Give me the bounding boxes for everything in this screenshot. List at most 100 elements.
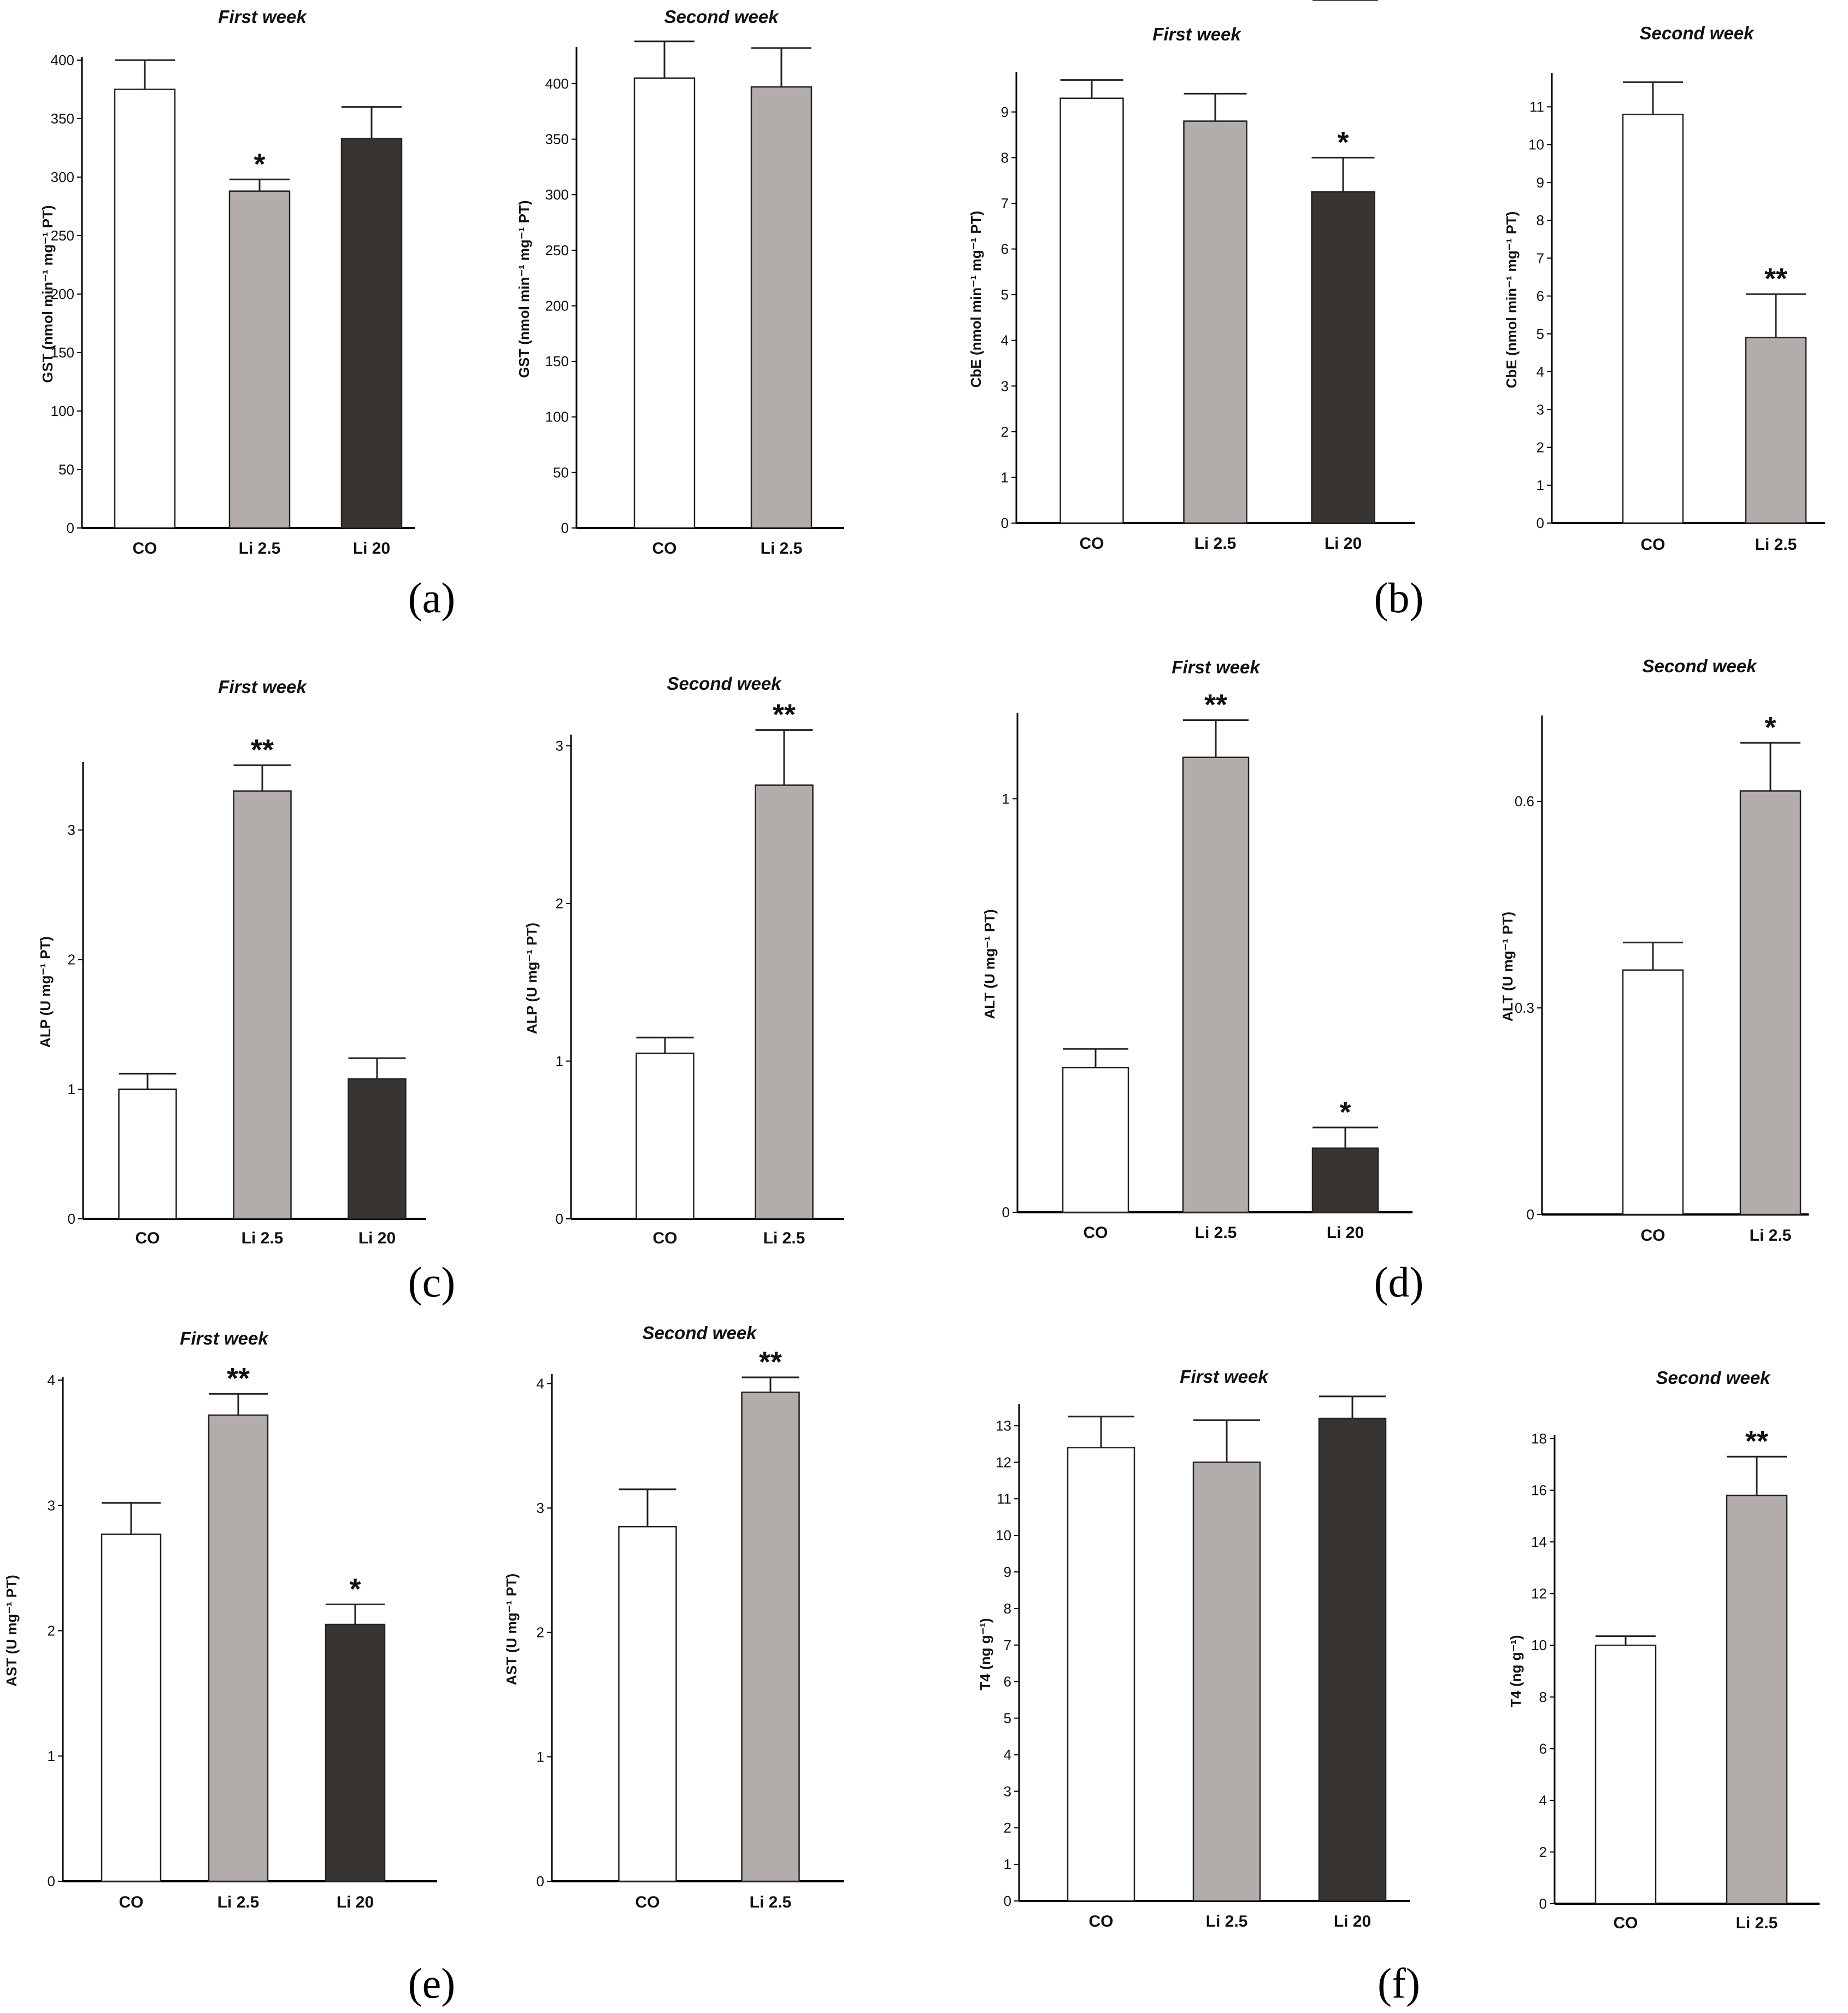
chart-title: First week	[218, 677, 307, 697]
y-tick-label: 2	[68, 952, 75, 968]
y-axis-label: GST (nmol min⁻¹ mg⁻¹ PT)	[516, 201, 532, 378]
y-axis-label: T4 (ng g⁻¹)	[1508, 1635, 1524, 1707]
category-label: Li 2.5	[242, 1229, 284, 1247]
y-tick-label: 0	[68, 1211, 75, 1227]
y-tick-label: 4	[537, 1375, 544, 1392]
y-tick-label: 4	[1004, 1746, 1011, 1763]
y-tick-label: 100	[545, 409, 569, 425]
bar-li-2-5	[750, 86, 813, 529]
y-tick-label: 11	[997, 1490, 1011, 1507]
category-label: CO	[1080, 535, 1104, 553]
y-tick-label: 1	[537, 1748, 544, 1765]
y-tick-label: 18	[1531, 1430, 1547, 1447]
category-label: CO	[652, 539, 677, 557]
bar-li-2-5	[208, 1414, 269, 1882]
y-tick-label: 0.3	[1515, 1000, 1534, 1016]
y-tick-label: 9	[1004, 1564, 1011, 1580]
category-label: Li 20	[1327, 1224, 1364, 1242]
bar-li-20	[1318, 1417, 1387, 1902]
y-tick-label: 250	[545, 242, 569, 259]
y-axis-label: GST (nmol min⁻¹ mg⁻¹ PT)	[39, 206, 56, 383]
chart-title: First week	[180, 1328, 269, 1348]
category-label: Li 2.5	[217, 1893, 260, 1911]
bar-li-2-5	[741, 1392, 800, 1882]
panel-label: (a)	[408, 574, 456, 621]
y-tick-label: 300	[51, 169, 74, 185]
y-tick-label: 1	[556, 1053, 563, 1069]
category-label: Li 2.5	[750, 1893, 792, 1911]
bar-li-2-5	[1739, 790, 1802, 1216]
bar-li-20	[1311, 1147, 1379, 1213]
y-tick-label: 8	[1004, 1600, 1011, 1617]
y-tick-label: 4	[1539, 1792, 1547, 1809]
y-tick-label: 4	[48, 1372, 55, 1388]
bar-co	[1062, 1066, 1129, 1213]
y-tick-label: 0	[1002, 1204, 1010, 1220]
y-axis-label: CbE (nmol min⁻¹ mg⁻¹ PT)	[1503, 212, 1520, 389]
y-tick-label: 1	[1001, 469, 1009, 485]
bar-li-2-5	[1192, 1462, 1261, 1902]
y-axis-label: AST (U mg⁻¹ PT)	[503, 1574, 520, 1685]
y-axis-label: CbE (nmol min⁻¹ mg⁻¹ PT)	[968, 211, 984, 388]
y-axis-label: T4 (ng g⁻¹)	[977, 1618, 993, 1690]
y-tick-label: 11	[1529, 98, 1544, 115]
y-tick-label: 1	[1537, 477, 1544, 494]
bar-co	[118, 1088, 177, 1220]
bar-li-2-5	[1726, 1494, 1788, 1905]
y-tick-label: 0	[1527, 1206, 1534, 1223]
y-tick-label: 350	[51, 110, 74, 127]
y-tick-label: 0	[48, 1873, 55, 1889]
category-label: CO	[1084, 1224, 1108, 1242]
y-tick-label: 200	[545, 297, 569, 314]
y-tick-label: 350	[545, 131, 569, 148]
y-tick-label: 7	[1004, 1637, 1011, 1653]
y-axis-label: ALT (U mg⁻¹ PT)	[1499, 912, 1516, 1022]
y-tick-label: 3	[1004, 1783, 1011, 1799]
significance-marker: *	[349, 1572, 361, 1605]
y-tick-label: 2	[1539, 1844, 1547, 1860]
significance-marker: **	[251, 733, 274, 766]
panel-label: (c)	[408, 1258, 456, 1306]
y-tick-label: 50	[553, 464, 569, 480]
y-tick-label: 6	[1004, 1674, 1011, 1690]
y-tick-label: 7	[1537, 250, 1544, 266]
y-tick-label: 10	[1528, 137, 1544, 153]
significance-marker: *	[1764, 711, 1776, 744]
y-tick-label: 12	[996, 1454, 1011, 1470]
y-tick-label: 50	[58, 461, 74, 478]
significance-marker: **	[773, 699, 796, 731]
bar-li-2-5	[1745, 337, 1807, 524]
chart-10: Second week AST (U mg⁻¹ PT) 0 1 2 3 4 CO ** Li 2.…	[503, 1323, 844, 1911]
bar-co	[1622, 969, 1684, 1216]
bar-li-2-5	[755, 784, 814, 1220]
y-axis-label: AST (U mg⁻¹ PT)	[3, 1575, 20, 1686]
y-tick-label: 0	[537, 1873, 544, 1889]
y-tick-label: 0	[1004, 1893, 1011, 1909]
bar-li-20	[325, 1623, 386, 1882]
y-tick-label: 8	[1539, 1689, 1547, 1705]
y-tick-label: 2	[556, 895, 563, 912]
category-label: Li 2.5	[1206, 1912, 1248, 1930]
chart-title: First week	[1180, 1366, 1269, 1387]
chart-title: Second week	[664, 7, 779, 27]
y-tick-label: 6	[1539, 1740, 1547, 1757]
significance-marker: **	[1204, 689, 1227, 721]
panel-label: (b)	[1374, 574, 1424, 621]
y-tick-label: 3	[48, 1497, 55, 1513]
chart-title: Second week	[1639, 23, 1755, 43]
y-tick-label: 3	[556, 737, 563, 754]
category-label: Li 2.5	[1195, 1224, 1237, 1242]
chart-title: Second week	[667, 673, 782, 694]
bar-co	[1067, 1447, 1135, 1902]
y-tick-label: 150	[51, 344, 74, 361]
panel-label: (e)	[408, 1959, 456, 2007]
bar-li-2-5	[233, 790, 292, 1220]
significance-marker: **	[227, 1362, 250, 1395]
category-label: Li 2.5	[1755, 536, 1797, 554]
y-tick-label: 9	[1001, 104, 1009, 120]
significance-marker: **	[1764, 262, 1787, 295]
bar-li-20	[348, 1078, 407, 1220]
category-label: Li 20	[358, 1229, 396, 1247]
